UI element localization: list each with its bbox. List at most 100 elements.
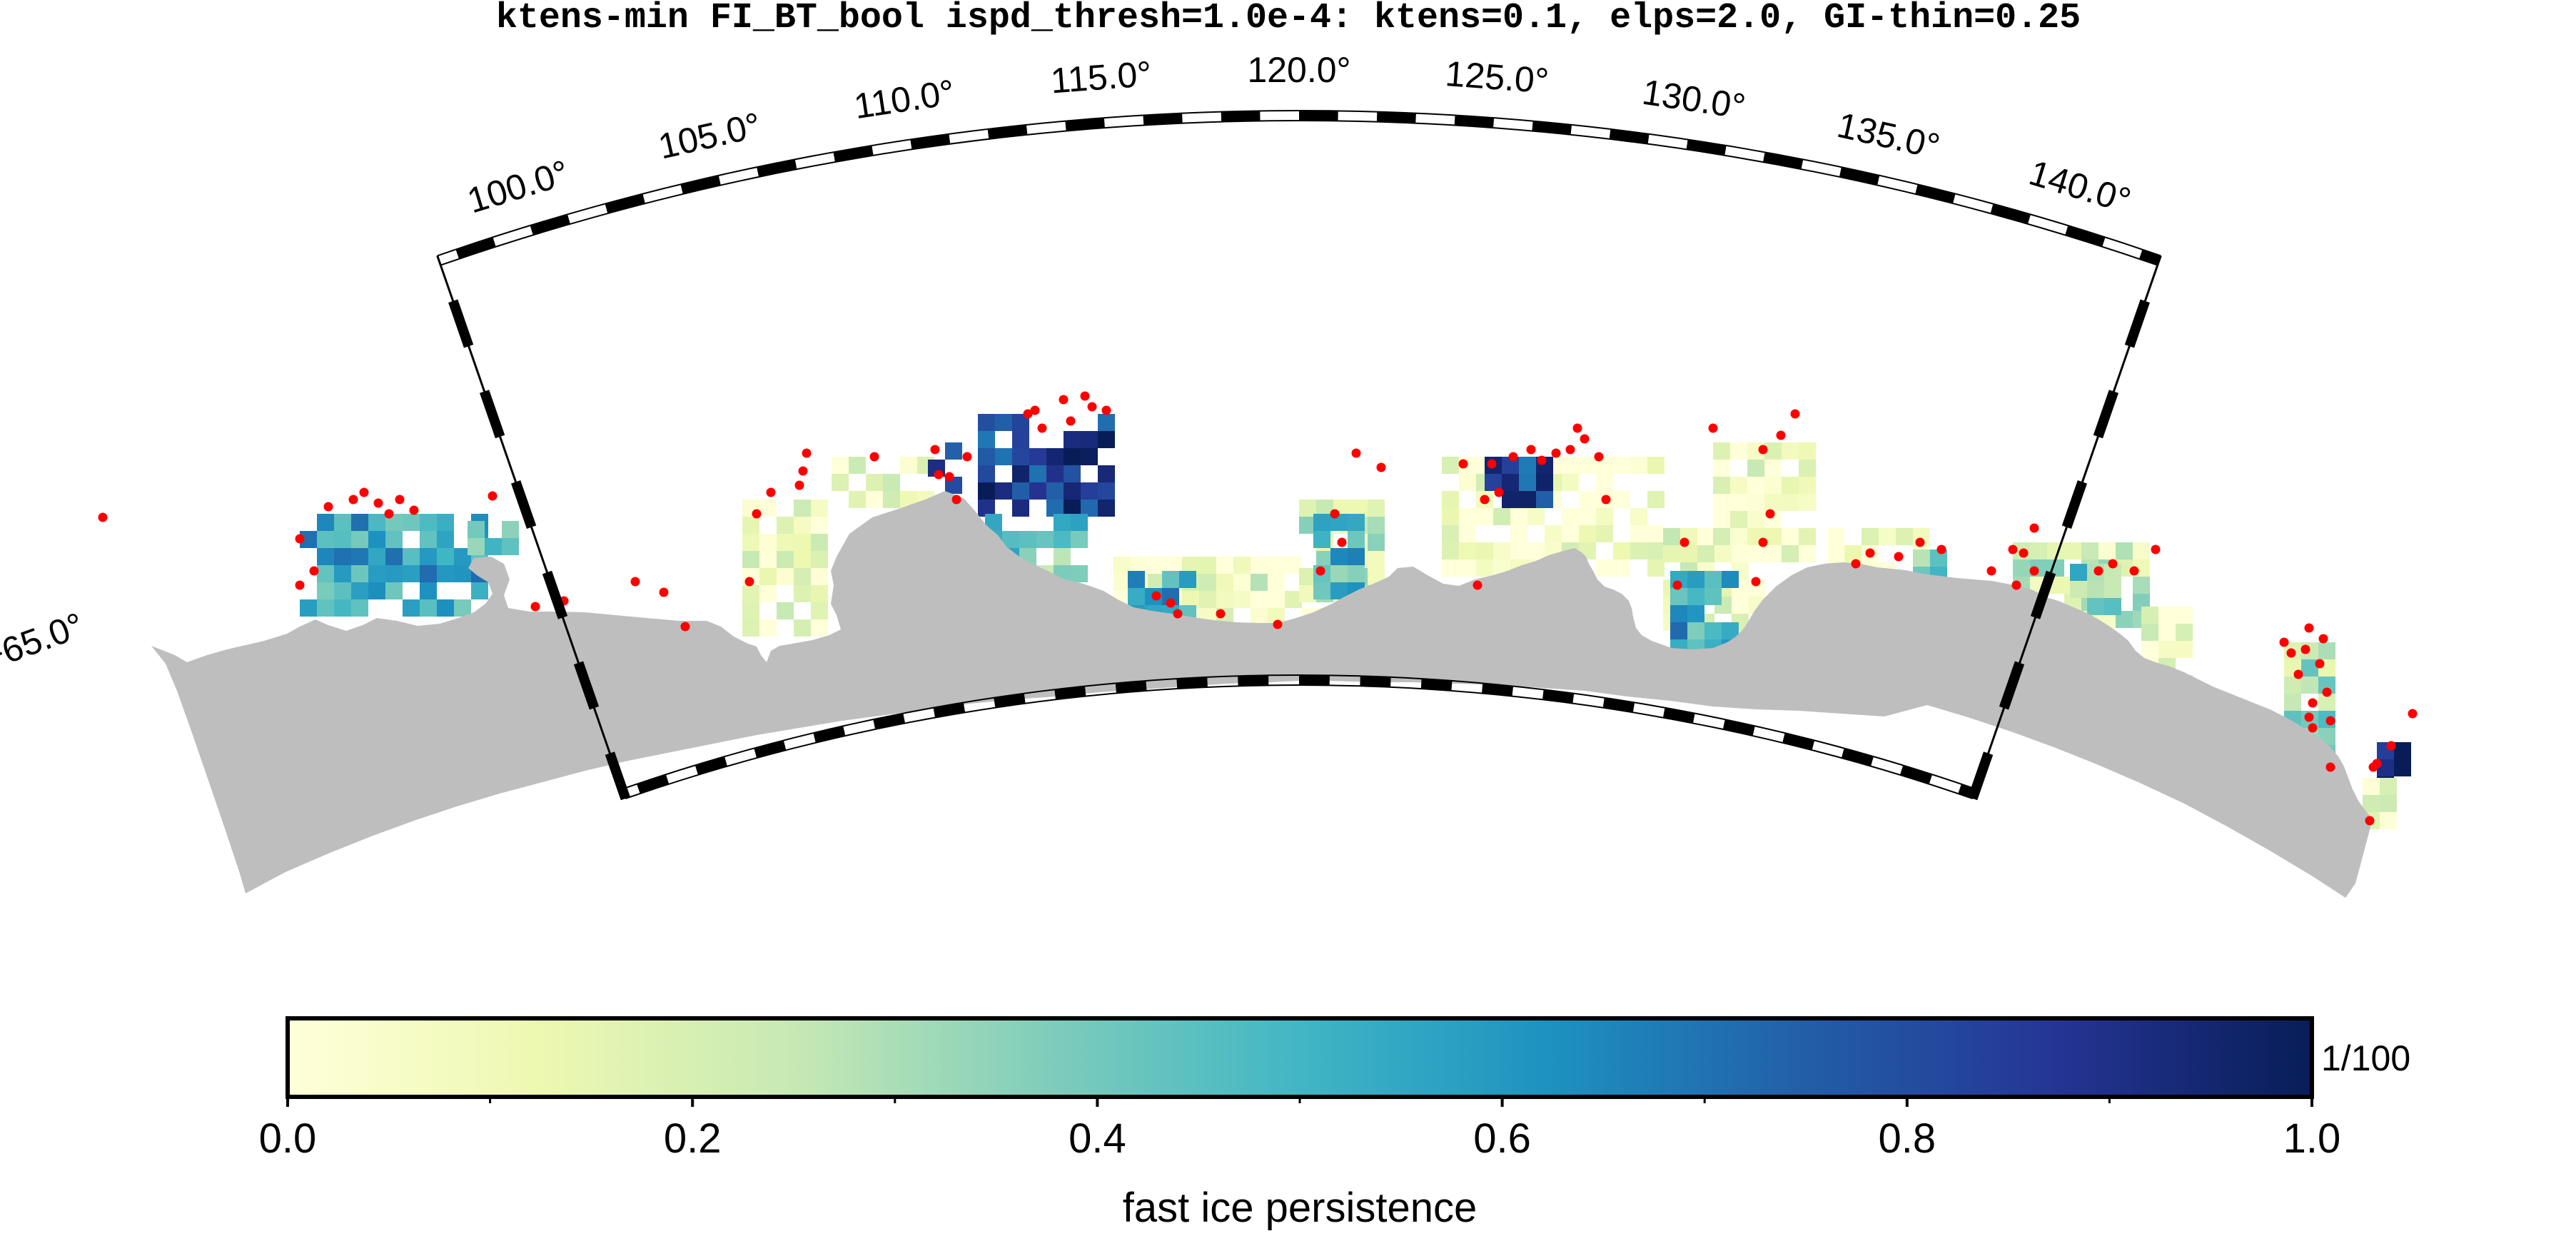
- fast-ice-cell: [1054, 514, 1071, 531]
- fast-ice-cell: [811, 619, 828, 637]
- fast-ice-cell: [2116, 542, 2133, 559]
- grounded-iceberg-marker: [1351, 448, 1361, 458]
- fast-ice-cell: [1747, 545, 1764, 562]
- fast-ice-cell: [2394, 759, 2411, 776]
- fast-ice-cell: [1630, 457, 1647, 474]
- grounded-iceberg-marker: [1080, 391, 1090, 401]
- frame-segment: [987, 124, 1028, 139]
- fast-ice-cell: [2030, 542, 2047, 559]
- fast-ice-cell: [1476, 542, 1493, 559]
- fast-ice-cell: [2380, 778, 2397, 795]
- fast-ice-cell: [794, 568, 811, 585]
- fast-ice-cell: [2394, 742, 2411, 759]
- colorbar-tick-label: 0.0: [259, 1115, 317, 1162]
- colorbar-ticks: 0.0 0.2 0.4 0.6 0.8 1.0: [259, 1097, 2340, 1162]
- fast-ice-cell: [794, 500, 811, 517]
- frame-segment: [1602, 697, 1635, 713]
- frame-segment: [573, 661, 600, 710]
- fast-ice-cell: [1730, 494, 1747, 511]
- longitude-labels: 100.0° 105.0° 110.0° 115.0° 120.0° 125.0° 130.…: [463, 50, 2135, 221]
- frame-segment: [1990, 203, 2031, 224]
- fast-ice-cell: [2064, 542, 2081, 559]
- fast-ice-cell: [420, 565, 437, 582]
- fast-ice-cell: [1442, 457, 1459, 474]
- fast-ice-cell: [1012, 431, 1029, 448]
- fast-ice-cell: [794, 517, 811, 534]
- fast-ice-cell: [1251, 557, 1268, 574]
- fast-ice-cell: [1268, 591, 1285, 608]
- fast-ice-cell: [1704, 571, 1722, 588]
- fast-ice-cell: [1687, 622, 1704, 639]
- frame-segment: [2138, 249, 2161, 265]
- fast-ice-cell: [1368, 500, 1385, 517]
- grounded-iceberg-marker: [1059, 395, 1069, 405]
- fast-ice-cell: [1764, 494, 1782, 511]
- fast-ice-cell: [1064, 431, 1081, 448]
- fast-ice-cell: [1747, 460, 1764, 477]
- fast-ice-cell: [1697, 528, 1714, 545]
- grounded-iceberg-markers: [98, 391, 2418, 826]
- grounded-iceberg-marker: [2304, 623, 2314, 633]
- grounded-iceberg-marker: [395, 495, 405, 505]
- fast-ice-cell: [1613, 457, 1630, 474]
- frame-segment: [455, 237, 496, 259]
- fast-ice-cell: [420, 548, 437, 565]
- frame-segment: [1065, 118, 1105, 131]
- fast-ice-cell: [1036, 531, 1054, 548]
- fast-ice-cell: [385, 531, 403, 548]
- fast-ice-cell: [811, 585, 828, 602]
- fast-ice-cell: [1098, 431, 1115, 448]
- fast-ice-cell: [1519, 474, 1536, 491]
- fast-ice-cell: [1747, 511, 1764, 528]
- fast-ice-cell: [1459, 474, 1476, 491]
- fast-ice-cell: [2176, 624, 2193, 641]
- fast-ice-cell: [334, 531, 351, 548]
- fast-ice-cell: [995, 448, 1012, 465]
- grounded-iceberg-marker: [359, 487, 369, 497]
- frame-segment: [637, 774, 670, 794]
- fast-ice-cell: [351, 582, 368, 599]
- fast-ice-cell: [759, 534, 777, 551]
- frame-segment: [1722, 719, 1755, 736]
- frame-segment: [479, 390, 505, 439]
- fast-ice-cell: [1510, 525, 1527, 542]
- fast-ice-cell: [811, 551, 828, 568]
- fast-ice-cell: [2141, 607, 2158, 624]
- frame-segment: [754, 740, 787, 759]
- fast-ice-cell: [1670, 588, 1687, 605]
- fast-ice-cell: [1128, 571, 1145, 588]
- frame-segment: [605, 751, 631, 801]
- fast-ice-cell: [420, 514, 437, 531]
- fast-ice-cell: [468, 538, 485, 555]
- fast-ice-cell: [403, 548, 420, 565]
- fast-ice-cell: [1730, 477, 1747, 494]
- frame-segment: [1115, 680, 1147, 694]
- colorbar-tick-label: 0.6: [1473, 1115, 1531, 1162]
- fast-ice-cell: [1596, 525, 1613, 542]
- fast-ice-cell: [351, 599, 368, 617]
- fast-ice-cell: [1233, 557, 1251, 574]
- frame-segment: [1782, 733, 1815, 751]
- fast-ice-cell: [317, 599, 334, 617]
- grounded-iceberg-marker: [295, 580, 305, 590]
- frame-segment: [1763, 152, 1804, 170]
- fast-ice-cell: [2070, 564, 2087, 581]
- grounded-iceberg-marker: [2151, 544, 2161, 554]
- fast-ice-cell: [1579, 525, 1596, 542]
- grounded-iceberg-marker: [794, 480, 804, 490]
- fast-ice-cell: [2380, 795, 2397, 812]
- fast-ice-cell: [866, 474, 883, 491]
- fast-ice-cell: [1502, 491, 1519, 508]
- frame-segment: [1609, 128, 1650, 144]
- fast-ice-cell: [351, 514, 368, 531]
- fast-ice-cell: [945, 442, 962, 460]
- grounded-iceberg-marker: [2304, 712, 2314, 722]
- fast-ice-cell: [1647, 542, 1665, 559]
- fast-ice-cell: [1128, 588, 1145, 605]
- fast-ice-cell: [1670, 622, 1687, 639]
- frame-segment: [873, 713, 906, 729]
- grounded-iceberg-marker: [1551, 448, 1561, 458]
- fast-ice-cell: [759, 500, 777, 517]
- fast-ice-cell: [385, 582, 403, 599]
- longitude-label: 110.0°: [852, 72, 957, 126]
